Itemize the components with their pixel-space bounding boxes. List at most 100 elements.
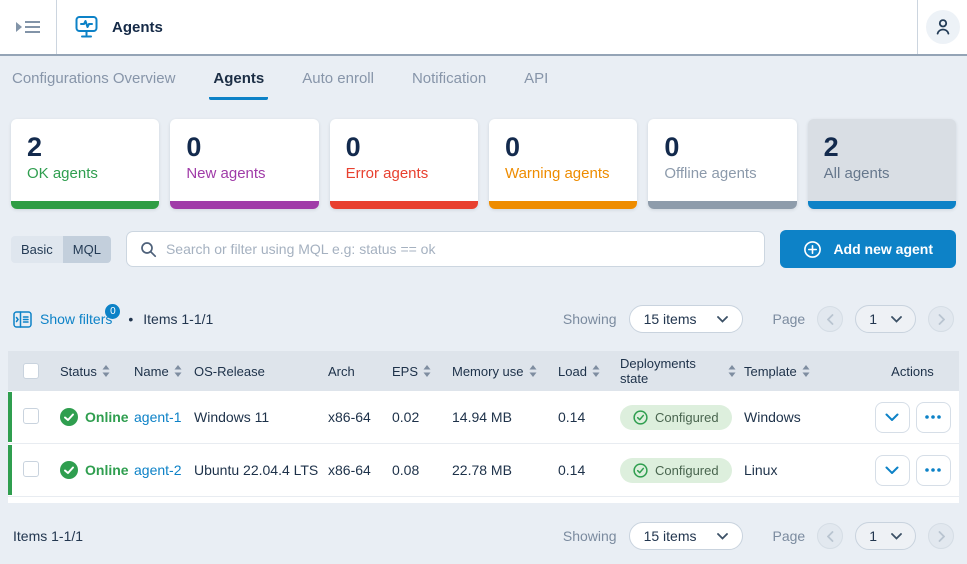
card-all-agents[interactable]: 2 All agents <box>808 119 956 209</box>
showing-label: Showing <box>563 311 617 327</box>
load-value: 0.14 <box>550 409 612 425</box>
card-warning-agents[interactable]: 0 Warning agents <box>489 119 637 209</box>
eps-value: 0.08 <box>384 462 444 478</box>
deployment-state-badge: Configured <box>620 405 732 430</box>
agent-name-link[interactable]: agent-2 <box>134 462 181 478</box>
search-mode-basic[interactable]: Basic <box>11 236 63 263</box>
footer-bar: Items 1-1/1 Showing 15 items Page 1 <box>13 521 954 551</box>
page-number-select[interactable]: 1 <box>855 522 916 550</box>
prev-page-button[interactable] <box>817 306 843 332</box>
add-new-agent-button[interactable]: Add new agent <box>780 230 956 268</box>
next-page-button[interactable] <box>928 523 954 549</box>
chevron-down-icon <box>891 533 902 540</box>
page-label: Page <box>773 311 806 327</box>
sidebar-toggle-button[interactable] <box>0 0 57 54</box>
show-filters-button[interactable]: Show filters <box>13 311 112 328</box>
app-title-area: Agents <box>57 0 917 54</box>
showing-label: Showing <box>563 528 617 544</box>
search-icon <box>140 241 157 258</box>
search-box <box>126 231 765 267</box>
column-name: Name <box>134 364 169 379</box>
next-page-button[interactable] <box>928 306 954 332</box>
ellipsis-icon <box>925 415 941 419</box>
eps-value: 0.02 <box>384 409 444 425</box>
items-summary-bottom: Items 1-1/1 <box>13 528 83 544</box>
chevron-down-icon <box>885 466 899 475</box>
sort-icon-eps[interactable] <box>423 365 431 377</box>
card-ok-agents[interactable]: 2 OK agents <box>11 119 159 209</box>
card-offline-agents[interactable]: 0 Offline agents <box>648 119 796 209</box>
warning-agents-label: Warning agents <box>489 165 637 182</box>
arch-value: x86-64 <box>320 409 384 425</box>
configured-check-icon <box>633 410 648 425</box>
os-release-value: Ubuntu 22.04.4 LTS <box>186 462 320 478</box>
search-input[interactable] <box>166 241 751 257</box>
warning-agents-count: 0 <box>489 119 637 165</box>
error-agents-label: Error agents <box>330 165 478 182</box>
sort-icon-memory[interactable] <box>529 365 537 377</box>
tab-bar: Configurations Overview Agents Auto enro… <box>0 56 967 100</box>
expand-row-button[interactable] <box>875 455 910 486</box>
search-mode-mql[interactable]: MQL <box>63 236 111 263</box>
new-agents-color-bar <box>170 201 318 209</box>
load-value: 0.14 <box>550 462 612 478</box>
memory-use-value: 14.94 MB <box>444 409 550 425</box>
search-mode-toggle: Basic MQL <box>11 236 111 263</box>
card-error-agents[interactable]: 0 Error agents <box>330 119 478 209</box>
prev-page-button[interactable] <box>817 523 843 549</box>
all-agents-count: 2 <box>808 119 956 165</box>
row-actions-menu-button[interactable] <box>916 455 951 486</box>
status-online-icon <box>60 461 78 479</box>
expand-row-button[interactable] <box>875 402 910 433</box>
sort-icon-deployments[interactable] <box>728 365 736 377</box>
new-agents-count: 0 <box>170 119 318 165</box>
ok-agents-color-bar <box>11 201 159 209</box>
table-bottom-padding <box>8 497 959 503</box>
select-all-checkbox[interactable] <box>23 363 39 379</box>
offline-agents-count: 0 <box>648 119 796 165</box>
app-header: Agents <box>0 0 967 56</box>
page-label: Page <box>773 528 806 544</box>
status-text: Online <box>85 462 129 478</box>
tab-configurations-overview[interactable]: Configurations Overview <box>8 56 179 100</box>
search-row: Basic MQL Add new agent <box>11 230 956 268</box>
table-header-row: Status Name OS-Release Arch EPS Memory u… <box>8 351 959 391</box>
tab-auto-enroll[interactable]: Auto enroll <box>298 56 378 100</box>
memory-use-value: 22.78 MB <box>444 462 550 478</box>
page-number-select[interactable]: 1 <box>855 305 916 333</box>
tab-notification[interactable]: Notification <box>408 56 490 100</box>
pagination-bottom: Showing 15 items Page 1 <box>563 522 954 550</box>
chevron-down-icon <box>891 316 902 323</box>
chevron-down-icon <box>717 316 728 323</box>
page-size-value: 15 items <box>644 528 697 544</box>
status-text: Online <box>85 409 129 425</box>
tab-agents[interactable]: Agents <box>209 56 268 100</box>
column-status: Status <box>60 364 97 379</box>
warning-agents-color-bar <box>489 201 637 209</box>
tab-api[interactable]: API <box>520 56 552 100</box>
row-checkbox[interactable] <box>23 408 39 424</box>
ellipsis-icon <box>925 468 941 472</box>
arch-value: x86-64 <box>320 462 384 478</box>
row-actions-menu-button[interactable] <box>916 402 951 433</box>
sort-icon-template[interactable] <box>802 365 810 377</box>
page-size-select[interactable]: 15 items <box>629 305 743 333</box>
table-row: Online agent-1 Windows 11 x86-64 0.02 14… <box>8 391 959 444</box>
agent-name-link[interactable]: agent-1 <box>134 409 181 425</box>
template-value: Linux <box>736 462 866 478</box>
chevron-right-icon <box>938 531 945 542</box>
column-actions: Actions <box>891 364 934 379</box>
user-avatar-button[interactable] <box>926 10 960 44</box>
row-checkbox[interactable] <box>23 461 39 477</box>
deployment-state-text: Configured <box>655 410 719 425</box>
sort-icon-name[interactable] <box>174 365 182 377</box>
sidebar-expand-icon <box>16 18 40 36</box>
column-load: Load <box>558 364 587 379</box>
sort-icon-status[interactable] <box>102 365 110 377</box>
ok-agents-count: 2 <box>11 119 159 165</box>
dot-separator: • <box>128 311 133 327</box>
sort-icon-load[interactable] <box>592 365 600 377</box>
page-size-value: 15 items <box>644 311 697 327</box>
page-size-select[interactable]: 15 items <box>629 522 743 550</box>
card-new-agents[interactable]: 0 New agents <box>170 119 318 209</box>
